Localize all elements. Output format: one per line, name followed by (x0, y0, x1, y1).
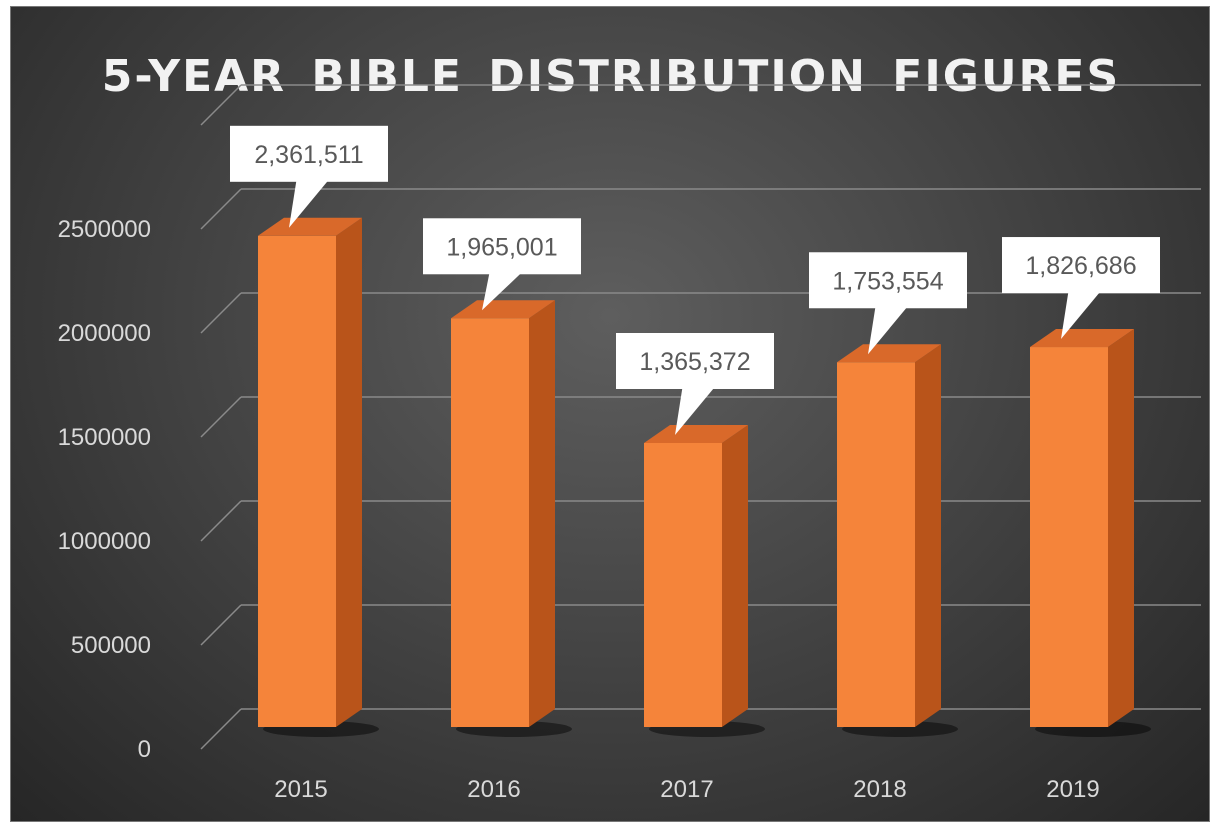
chart-frame: 5-YEAR BIBLE DISTRIBUTION FIGURES 0 50000… (10, 6, 1210, 822)
gridline-slant (200, 84, 242, 126)
data-label: 1,365,372 (639, 348, 750, 376)
data-label-box (230, 125, 388, 182)
bar-top (644, 425, 748, 444)
data-label-pointer (1061, 292, 1100, 340)
y-tick-label: 0 (138, 736, 151, 763)
data-label-box (809, 252, 967, 309)
gridline-slant (200, 188, 242, 230)
bar-top (258, 217, 362, 236)
data-label-pointer (675, 388, 714, 436)
bar (1030, 347, 1108, 727)
y-tick-label: 1500000 (58, 424, 151, 451)
bar-top (451, 300, 555, 319)
data-label-box (616, 333, 774, 390)
x-tick-label: 2015 (274, 776, 327, 803)
bar-side (529, 300, 555, 727)
x-tick-label: 2018 (853, 776, 906, 803)
data-label: 2,361,511 (254, 141, 363, 169)
gridline-slant (200, 396, 242, 438)
bar-side (336, 217, 362, 727)
bar-top (1030, 329, 1134, 348)
y-tick-label: 1000000 (58, 528, 151, 555)
y-tick-label: 2000000 (58, 320, 151, 347)
gridline-slant (200, 500, 242, 542)
y-tick-label: 500000 (71, 632, 151, 659)
data-label-box (423, 218, 581, 275)
data-label-pointer (868, 307, 907, 355)
data-label-pointer (289, 180, 328, 228)
x-tick-label: 2017 (660, 776, 713, 803)
bar-side (722, 425, 748, 727)
bar (258, 235, 336, 727)
x-tick-label: 2019 (1046, 776, 1099, 803)
data-label: 1,826,686 (1025, 252, 1136, 280)
bar (837, 362, 915, 727)
data-label: 1,753,554 (832, 267, 943, 295)
gridline-slant (200, 708, 242, 750)
x-tick-label: 2016 (467, 776, 520, 803)
gridline-slant (200, 604, 242, 646)
data-label: 1,965,001 (446, 233, 557, 261)
bar (451, 318, 529, 727)
data-label-pointer (482, 273, 521, 311)
bar-side (915, 344, 941, 727)
chart-plot: 0 500000 1000000 1500000 2000000 2500000 2015 2… (58, 84, 1201, 803)
y-tick-label: 2500000 (58, 216, 151, 243)
gridline-slant (200, 292, 242, 334)
chart-title: 5-YEAR BIBLE DISTRIBUTION FIGURES (101, 51, 1121, 102)
bar (644, 443, 722, 727)
bar-top (837, 344, 941, 363)
data-label-box (1002, 237, 1160, 294)
bar-side (1108, 329, 1134, 727)
